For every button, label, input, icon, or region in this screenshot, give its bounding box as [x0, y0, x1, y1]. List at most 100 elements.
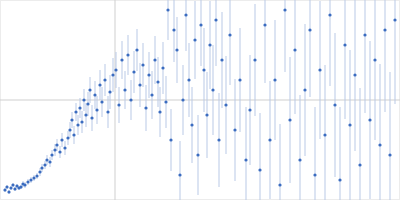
point	[338, 178, 341, 181]
point	[103, 78, 106, 81]
chart	[0, 0, 400, 200]
point	[23, 183, 26, 186]
point	[293, 48, 296, 51]
point	[9, 186, 12, 189]
error-bar	[390, 72, 391, 200]
point	[40, 166, 43, 169]
error-bar	[365, 0, 366, 113]
error-bar	[380, 64, 381, 200]
point	[19, 185, 22, 188]
error-bar	[265, 0, 266, 83]
point	[153, 58, 156, 61]
point	[55, 143, 58, 146]
point	[253, 58, 256, 61]
point	[90, 116, 93, 119]
point	[313, 173, 316, 176]
point	[72, 133, 75, 136]
error-bar	[300, 95, 301, 200]
point	[58, 150, 61, 153]
point	[358, 163, 361, 166]
point	[196, 153, 199, 156]
point	[224, 103, 227, 106]
error-bar	[360, 88, 361, 200]
point	[244, 158, 247, 161]
point	[117, 103, 120, 106]
point	[214, 18, 217, 21]
point	[343, 43, 346, 46]
error-bar	[395, 0, 396, 104]
point	[108, 90, 111, 93]
point	[45, 158, 48, 161]
plot-area	[3, 0, 396, 200]
point	[43, 163, 46, 166]
error-bar	[280, 124, 281, 200]
point	[93, 93, 96, 96]
point	[120, 58, 123, 61]
point	[53, 148, 56, 151]
point	[172, 28, 175, 31]
point	[353, 73, 356, 76]
point	[303, 88, 306, 91]
point	[181, 98, 184, 101]
point	[175, 48, 178, 51]
point	[106, 110, 109, 113]
point	[283, 8, 286, 11]
point	[26, 180, 29, 183]
point	[248, 108, 251, 111]
point	[348, 123, 351, 126]
point	[323, 133, 326, 136]
error-bars	[5, 0, 395, 200]
point	[88, 88, 91, 91]
error-bar	[385, 0, 386, 112]
point	[184, 13, 187, 16]
point	[74, 110, 77, 113]
grid-line	[0, 100, 400, 101]
point	[383, 28, 386, 31]
error-bar	[246, 107, 247, 200]
point	[66, 136, 69, 139]
point	[138, 83, 141, 86]
point	[150, 93, 153, 96]
point	[238, 78, 241, 81]
point	[147, 73, 150, 76]
point	[228, 33, 231, 36]
point	[258, 168, 261, 171]
point	[158, 110, 161, 113]
point	[7, 190, 10, 193]
point	[190, 123, 193, 126]
point	[111, 73, 114, 76]
point	[135, 48, 138, 51]
point	[50, 153, 53, 156]
point	[68, 128, 71, 131]
point	[199, 23, 202, 26]
error-bar	[295, 0, 296, 114]
error-bar	[180, 141, 181, 200]
point	[166, 8, 169, 11]
points	[3, 8, 396, 193]
point	[60, 138, 63, 141]
point	[35, 174, 38, 177]
point	[3, 188, 6, 191]
point	[211, 88, 214, 91]
point	[288, 118, 291, 121]
point	[141, 63, 144, 66]
point	[378, 143, 381, 146]
point	[63, 146, 66, 149]
point	[144, 106, 147, 109]
point	[132, 70, 135, 73]
point	[193, 38, 196, 41]
point	[202, 68, 205, 71]
point	[363, 33, 366, 36]
point	[205, 113, 208, 116]
point	[76, 123, 79, 126]
point	[29, 178, 32, 181]
point	[32, 176, 35, 179]
error-bar	[201, 0, 202, 66]
point	[82, 98, 85, 101]
point	[220, 58, 223, 61]
point	[233, 128, 236, 131]
error-bar	[345, 0, 346, 119]
point	[178, 173, 181, 176]
point	[114, 68, 117, 71]
point	[318, 68, 321, 71]
